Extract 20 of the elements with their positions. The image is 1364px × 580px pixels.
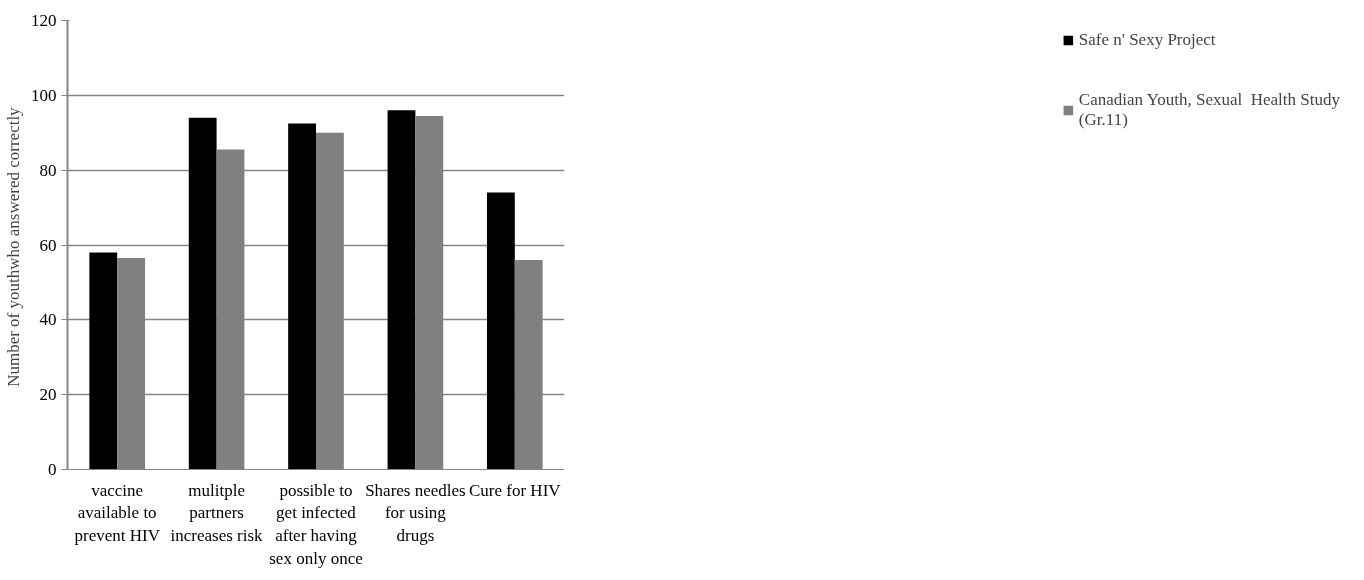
legend-label: Safe n' Sexy Project bbox=[1078, 30, 1216, 50]
x-tick-label: possible to get infected after having sex only once bbox=[269, 480, 363, 568]
y-tick-label: 20 bbox=[39, 385, 57, 405]
y-tick-label: 0 bbox=[48, 460, 57, 479]
y-tick-label: 100 bbox=[31, 85, 57, 105]
bar bbox=[288, 123, 316, 470]
y-tick-label: 60 bbox=[39, 235, 57, 255]
x-tick-label: Shares needles for using drugs bbox=[365, 480, 466, 546]
bar bbox=[188, 117, 217, 470]
y-tick-label: 40 bbox=[39, 310, 57, 330]
legend-label: Canadian Youth, Sexual Health Study (Gr.11) bbox=[1078, 90, 1340, 130]
y-tick-label: 80 bbox=[39, 160, 57, 180]
x-tick-label: mulitple partners increases risk bbox=[170, 480, 264, 546]
bar bbox=[486, 192, 515, 470]
y-axis-title: Number of youthwho answered correctly bbox=[4, 106, 23, 387]
x-tick-label: vaccine available to prevent HIV bbox=[74, 480, 161, 546]
bar bbox=[387, 110, 416, 470]
bar bbox=[89, 252, 118, 470]
x-tick-label: Cure for HIV bbox=[469, 480, 562, 500]
y-tick-label: 120 bbox=[31, 11, 57, 30]
